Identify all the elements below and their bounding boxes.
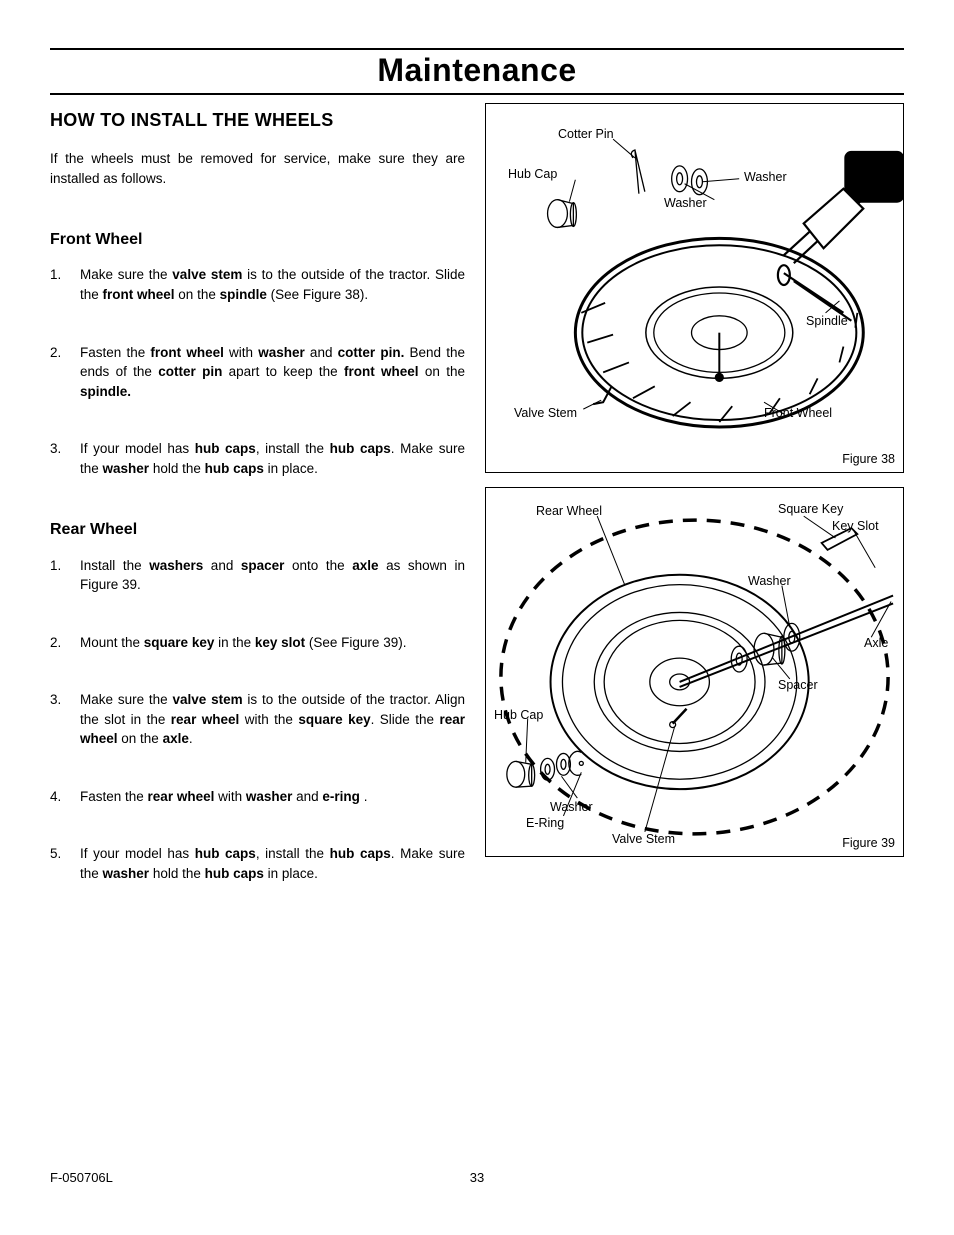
label-axle: Axle	[864, 636, 888, 650]
page-title: Maintenance	[50, 48, 904, 95]
list-item: Install the washers and spacer onto the …	[50, 556, 465, 595]
rear-wheel-heading: Rear Wheel	[50, 518, 465, 541]
section-heading: HOW TO INSTALL THE WHEELS	[50, 107, 465, 133]
list-item: If your model has hub caps, install the …	[50, 439, 465, 478]
label-hub-cap-r: Hub Cap	[494, 708, 543, 722]
list-item: Fasten the rear wheel with washer and e-…	[50, 787, 465, 807]
label-front-wheel: Front Wheel	[764, 406, 832, 420]
label-washer-2: Washer	[664, 196, 707, 210]
list-item: Fasten the front wheel with washer and c…	[50, 343, 465, 402]
list-item: Make sure the valve stem is to the outsi…	[50, 690, 465, 749]
label-washer-1: Washer	[744, 170, 787, 184]
label-valve-stem: Valve Stem	[514, 406, 577, 420]
intro-text: If the wheels must be removed for servic…	[50, 149, 465, 188]
label-washer-r2: Washer	[550, 800, 593, 814]
figure-38-caption: Figure 38	[842, 452, 895, 466]
label-valve-stem-r: Valve Stem	[612, 832, 675, 846]
content-columns: HOW TO INSTALL THE WHEELS If the wheels …	[50, 103, 904, 924]
front-wheel-steps: Make sure the valve stem is to the outsi…	[50, 265, 465, 478]
rear-wheel-steps: Install the washers and spacer onto the …	[50, 556, 465, 884]
figure-38: Cotter Pin Hub Cap Washer Washer Spindle…	[485, 103, 904, 473]
list-item: Make sure the valve stem is to the outsi…	[50, 265, 465, 304]
front-wheel-heading: Front Wheel	[50, 228, 465, 251]
list-item: Mount the square key in the key slot (Se…	[50, 633, 465, 653]
figure-39-caption: Figure 39	[842, 836, 895, 850]
figure-39: Rear Wheel Square Key Key Slot Washer Ax…	[485, 487, 904, 857]
figure-39-svg	[486, 488, 903, 856]
label-spindle: Spindle	[806, 314, 848, 328]
label-key-slot: Key Slot	[832, 519, 879, 533]
label-spacer: Spacer	[778, 678, 818, 692]
label-e-ring: E-Ring	[526, 816, 564, 830]
page-footer: F-050706L 33	[50, 1170, 904, 1185]
label-washer-r1: Washer	[748, 574, 791, 588]
right-column: Cotter Pin Hub Cap Washer Washer Spindle…	[485, 103, 904, 924]
doc-code: F-050706L	[50, 1170, 113, 1185]
label-square-key: Square Key	[778, 502, 843, 516]
list-item: If your model has hub caps, install the …	[50, 844, 465, 883]
label-cotter-pin: Cotter Pin	[558, 127, 614, 141]
page-number: 33	[470, 1170, 484, 1185]
left-column: HOW TO INSTALL THE WHEELS If the wheels …	[50, 103, 465, 924]
label-rear-wheel: Rear Wheel	[536, 504, 602, 518]
label-hub-cap: Hub Cap	[508, 167, 557, 181]
